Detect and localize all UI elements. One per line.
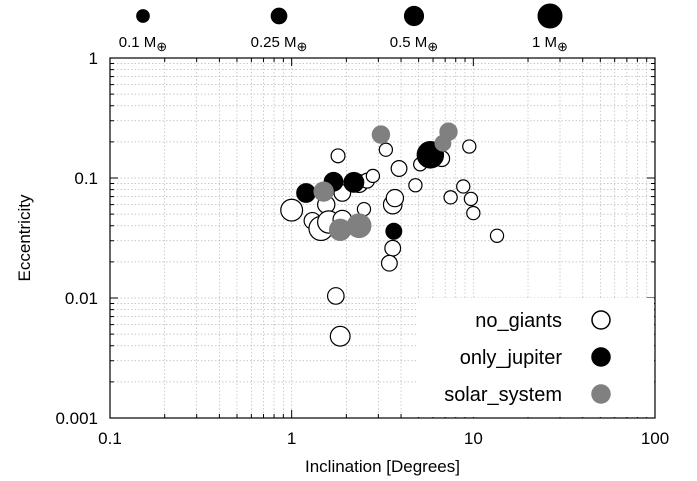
data-point-solar-system	[371, 125, 391, 144]
data-point-no-giants	[329, 325, 351, 347]
data-point-no-giants	[384, 239, 402, 257]
grid-layer	[110, 58, 655, 418]
data-point-no-giants	[280, 198, 304, 222]
data-point-no-giants	[462, 139, 477, 154]
size-legend: 0.1 M⊕ 0.25 M⊕ 0.5 M⊕ 1 M⊕	[119, 3, 568, 54]
size-legend-label: 1 M⊕	[532, 34, 568, 54]
size-legend-marker	[136, 9, 150, 23]
x-tick-label: 1	[287, 429, 296, 448]
plot-frame	[109, 57, 656, 419]
y-axis-label: Eccentricity	[15, 194, 34, 281]
data-point-no-giants	[463, 191, 479, 207]
x-tick-label: 0.1	[98, 429, 122, 448]
data-point-no-giants	[378, 142, 394, 157]
size-legend-marker	[270, 7, 288, 25]
size-legend-marker	[537, 3, 563, 29]
y-tick-label: 0.1	[74, 169, 98, 188]
data-point-no-giants	[408, 178, 423, 193]
data-point-no-giants	[390, 160, 408, 177]
legend-label: only_jupiter	[460, 347, 563, 369]
data-point-no-giants	[443, 190, 458, 205]
size-legend-label: 0.1 M⊕	[119, 34, 167, 54]
legend-marker	[591, 310, 611, 330]
data-point-only-jupiter	[385, 222, 403, 240]
data-point-no-giants	[489, 228, 505, 243]
y-tick-label: 0.001	[55, 409, 98, 428]
legend-label: solar_system	[444, 384, 562, 406]
size-legend-label: 0.5 M⊕	[390, 34, 438, 54]
data-point-no-giants	[330, 148, 346, 164]
data-point-solar-system	[346, 213, 372, 239]
data-point-no-giants	[326, 287, 345, 305]
legend-marker	[591, 384, 611, 404]
data-point-no-giants	[365, 168, 381, 184]
y-tick-label: 1	[89, 49, 98, 68]
tick-layer: 0.1 1 10 100 0.001 0.01 0.1 1	[55, 49, 669, 448]
legend-box	[418, 298, 654, 417]
data-point-only-jupiter	[343, 171, 365, 193]
x-tick-label: 10	[464, 429, 483, 448]
data-point-no-giants	[456, 179, 471, 194]
data-point-no-giants	[380, 254, 398, 272]
points-layer	[280, 122, 505, 347]
data-point-solar-system	[313, 181, 334, 202]
size-legend-label: 0.25 M⊕	[251, 34, 308, 54]
data-point-solar-system	[439, 122, 458, 141]
legend-marker	[591, 347, 611, 367]
x-tick-label: 100	[641, 429, 669, 448]
y-tick-label: 0.01	[65, 289, 98, 308]
data-point-only-jupiter	[296, 183, 316, 203]
legend-label: no_giants	[475, 310, 562, 332]
data-point-no-giants	[466, 205, 481, 221]
legend: no_giants only_jupiter solar_system	[444, 310, 611, 406]
x-axis-label: Inclination [Degrees]	[305, 457, 460, 476]
size-legend-marker	[403, 5, 425, 27]
data-point-no-giants	[385, 188, 405, 208]
